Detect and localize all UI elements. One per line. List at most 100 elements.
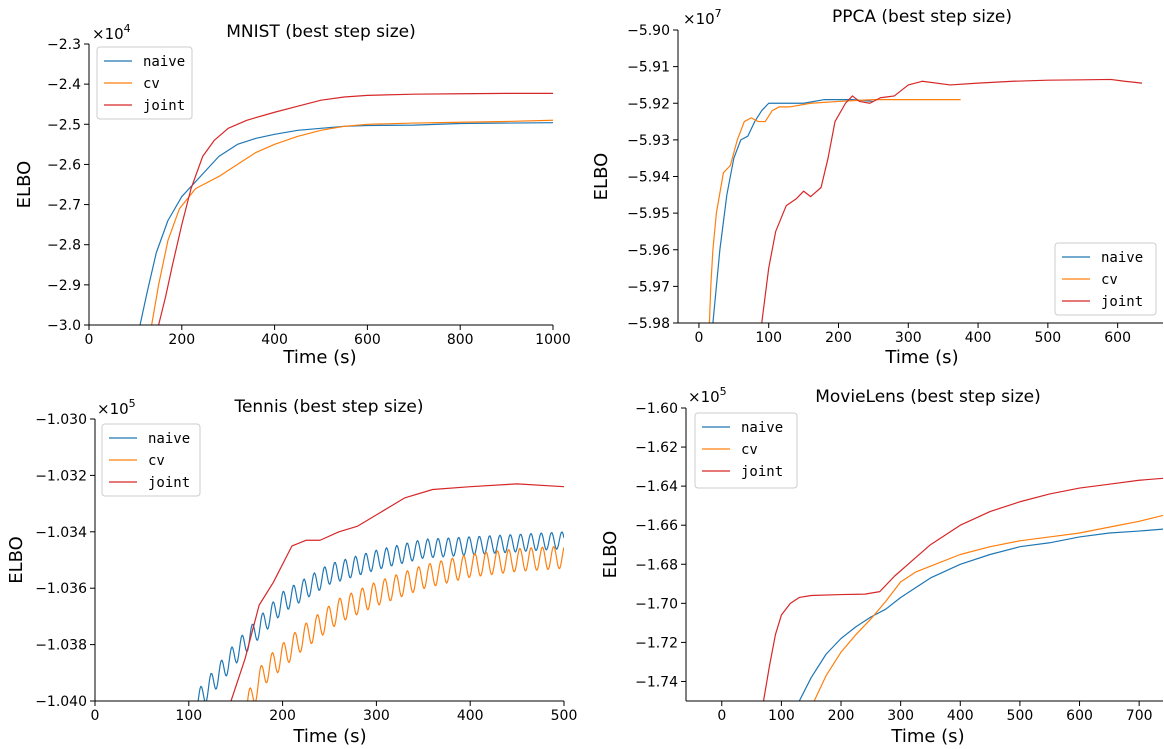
- legend-label-naive: naive: [148, 431, 190, 447]
- x-axis-label: Time (s): [292, 726, 366, 747]
- axis-multiplier: ×104: [92, 22, 131, 43]
- axis-multiplier: ×105: [97, 397, 136, 418]
- y-tick-label: −1.72: [635, 635, 678, 651]
- y-tick-label: −5.91: [627, 60, 670, 76]
- legend-frame: [101, 423, 201, 497]
- x-tick-label: 200: [269, 708, 296, 724]
- x-tick-label: 200: [168, 332, 195, 348]
- x-tick-label: 300: [895, 330, 922, 346]
- legend-frame: [96, 46, 193, 120]
- legend-label-naive: naive: [741, 420, 783, 436]
- x-tick-label: 500: [1034, 330, 1061, 346]
- y-axis-label: ELBO: [14, 161, 35, 209]
- x-tick-label: 300: [887, 708, 914, 724]
- multiplier-base: ×10: [97, 400, 129, 418]
- y-tick-label: −2.5: [47, 117, 81, 133]
- y-tick-label: −1.036: [35, 581, 87, 597]
- y-tick-label: −5.95: [627, 206, 670, 222]
- x-tick-label: 100: [175, 708, 202, 724]
- legend-label-cv: cv: [741, 442, 758, 458]
- legend: naive cv joint: [1054, 242, 1157, 316]
- y-tick-label: −1.038: [35, 638, 87, 654]
- x-axis-label: Time (s): [890, 726, 964, 747]
- y-tick-label: −1.032: [35, 468, 87, 484]
- legend-frame: [694, 412, 798, 489]
- series-line-naive: [798, 528, 1163, 701]
- series-group: [708, 78, 1143, 323]
- y-tick-label: −2.8: [47, 238, 81, 254]
- legend: naive cv joint: [96, 46, 193, 120]
- y-tick-label: −1.66: [635, 518, 678, 534]
- series-line-joint: [230, 483, 564, 701]
- legend-label-joint: joint: [1101, 294, 1143, 310]
- multiplier-base: ×10: [688, 388, 720, 406]
- series-group: [762, 477, 1163, 701]
- y-tick-label: −1.60: [635, 401, 678, 417]
- y-tick-label: −1.74: [635, 674, 678, 690]
- chart-panel-1: 0 200 400 600 800 1000 −3.0 −2.9 −2.8 −2.7 −2.6 −2.…: [14, 22, 571, 368]
- legend-frame: [1054, 242, 1157, 316]
- y-tick-label: −5.97: [627, 279, 670, 295]
- series-line-naive: [712, 98, 874, 323]
- chart-panel-3: 0 100 200 300 400 500 −1.040 −1.038 −1.036 −1.034…: [6, 397, 577, 747]
- x-tick-label: 200: [825, 330, 852, 346]
- y-tick-label: −2.3: [47, 37, 81, 53]
- chart-title: PPCA (best step size): [832, 7, 1012, 27]
- y-tick-label: −3.0: [47, 318, 81, 334]
- series-group: [139, 92, 553, 325]
- x-tick-label: 500: [551, 708, 578, 724]
- y-tick-label: −2.4: [47, 77, 81, 93]
- x-tick-label: 100: [755, 330, 782, 346]
- y-tick-label: −5.93: [627, 133, 670, 149]
- x-tick-label: 300: [363, 708, 390, 724]
- x-tick-label: 600: [1066, 708, 1093, 724]
- axis-multiplier: ×105: [688, 385, 727, 406]
- x-tick-label: 200: [828, 708, 855, 724]
- y-tick-label: −1.62: [635, 440, 678, 456]
- legend-label-naive: naive: [1101, 250, 1143, 266]
- y-tick-label: −5.90: [627, 23, 670, 39]
- legend: naive cv joint: [101, 423, 201, 497]
- y-tick-label: −5.92: [627, 96, 670, 112]
- chart-panel-4: 0 100 200 300 400 500 600 700 −1.74 −1.72 −1.70 −1.…: [600, 385, 1163, 747]
- y-tick-label: −2.7: [47, 198, 81, 214]
- chart-title: MNIST (best step size): [226, 22, 416, 42]
- x-tick-label: 100: [768, 708, 795, 724]
- legend-label-cv: cv: [148, 453, 165, 469]
- y-tick-label: −2.9: [47, 278, 81, 294]
- y-tick-label: −1.70: [635, 596, 678, 612]
- x-tick-label: 0: [85, 332, 94, 348]
- legend-label-cv: cv: [143, 76, 160, 92]
- y-tick-label: −5.98: [627, 316, 670, 332]
- series-line-joint: [761, 78, 1143, 323]
- series-line-naive: [139, 122, 553, 325]
- x-tick-label: 0: [91, 708, 100, 724]
- chart-title: MovieLens (best step size): [815, 387, 1041, 407]
- x-tick-label: 1000: [535, 332, 571, 348]
- x-axis-label: Time (s): [282, 347, 356, 368]
- series-line-cv: [708, 98, 961, 323]
- series-line-joint: [158, 92, 553, 325]
- x-tick-label: 800: [447, 332, 474, 348]
- axis-multiplier: ×107: [683, 7, 722, 28]
- y-axis-label: ELBO: [591, 153, 612, 201]
- legend: naive cv joint: [694, 412, 798, 489]
- x-tick-label: 400: [947, 708, 974, 724]
- legend-label-naive: naive: [143, 54, 185, 70]
- x-tick-label: 0: [694, 330, 703, 346]
- x-axis-label: Time (s): [884, 347, 958, 368]
- y-axis-label: ELBO: [6, 536, 27, 584]
- series-group: [197, 483, 564, 701]
- multiplier-base: ×10: [92, 25, 124, 43]
- y-axis-label: ELBO: [600, 531, 621, 579]
- series-line-naive: [197, 531, 564, 701]
- x-tick-label: 600: [1104, 330, 1131, 346]
- y-tick-label: −1.040: [35, 694, 87, 710]
- multiplier-exponent: 5: [720, 385, 727, 398]
- x-tick-label: 400: [261, 332, 288, 348]
- y-tick-label: −1.030: [35, 412, 87, 428]
- y-tick-label: −5.96: [627, 243, 670, 259]
- y-tick-label: −2.6: [47, 157, 81, 173]
- x-tick-label: 400: [965, 330, 992, 346]
